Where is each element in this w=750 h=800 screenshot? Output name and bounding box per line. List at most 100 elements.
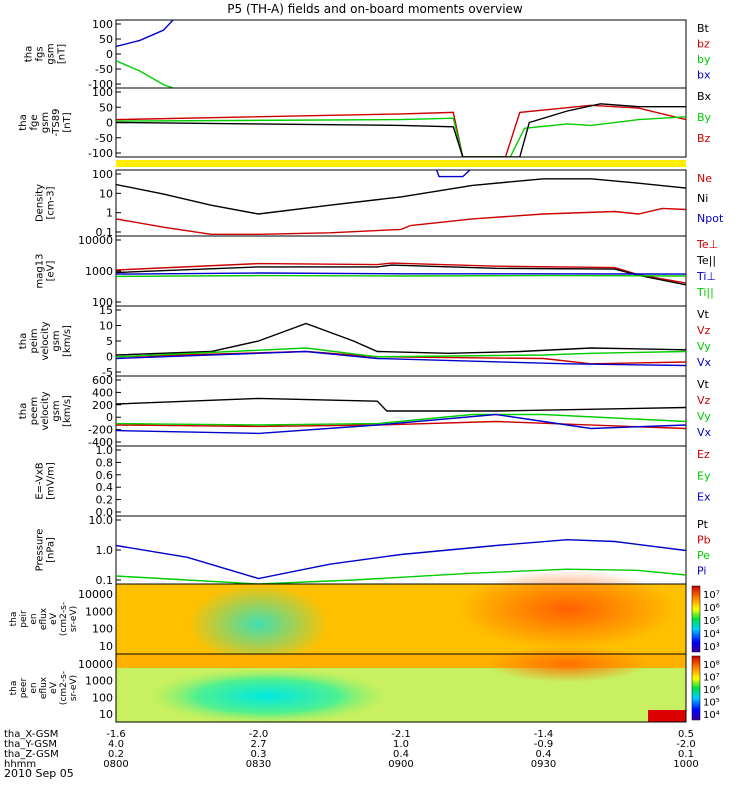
colorbar-tick-label: 10⁸ xyxy=(703,660,720,671)
spectro-high-flux-region xyxy=(457,569,678,649)
y-tick-label: 600 xyxy=(92,374,113,387)
xaxis-tick-value: 0830 xyxy=(246,759,271,770)
legend-Vt: Vt xyxy=(697,378,710,391)
legend-Bt: Bt xyxy=(697,22,710,35)
y-tick-label: 0.1 xyxy=(96,226,114,239)
xaxis-tick-value: 4.0 xyxy=(108,739,124,750)
y-axis-label: E=-VxB[mV/m] xyxy=(35,462,57,500)
xaxis-tick-value: 0800 xyxy=(103,759,128,770)
legend-Vy: Vy xyxy=(697,410,711,423)
y-tick-label: 0.2 xyxy=(96,494,114,507)
y-tick-label: 0 xyxy=(106,411,113,424)
xaxis-tick-value: -2.1 xyxy=(391,729,411,740)
panel-fgs: 100 50 0 -50 -100 thafgsgsm[nT] Bt bz by bx xyxy=(24,18,711,91)
xaxis-tick-value: 1000 xyxy=(673,759,698,770)
legend-Pb: Pb xyxy=(697,534,711,547)
y-tick-label: -400 xyxy=(88,436,113,449)
spectrogram-peer: 10000 1000 100 10 thapeerenefluxeV(cm2-s-sr-… xyxy=(9,646,720,724)
y-tick-label: 100 xyxy=(92,623,113,636)
y-tick-label: 1000 xyxy=(85,675,113,688)
legend-bx: bx xyxy=(697,69,711,82)
legend-Ti||: Ti|| xyxy=(696,286,714,299)
colorbar-tick-label: 10⁷ xyxy=(703,673,720,684)
y-axis-label: Density[cm-3] xyxy=(35,184,57,222)
panel-density: 100 10 1 0.1 Density[cm-3] Ne Ni Npot xyxy=(35,168,724,239)
y-tick-label: 10000 xyxy=(78,234,113,247)
series-pressure-Pe xyxy=(116,568,686,584)
y-tick-label: 10 xyxy=(99,640,113,653)
y-tick-label: 15 xyxy=(99,304,113,317)
y-tick-label: 100 xyxy=(92,86,113,99)
y-axis-label: Pressure[nPa] xyxy=(35,529,57,572)
y-tick-label: 0 xyxy=(106,351,113,364)
spectro-red-patch xyxy=(648,710,686,722)
y-tick-label: 1000 xyxy=(85,605,113,618)
series-vel2-Vy xyxy=(116,413,686,426)
legend-Pi: Pi xyxy=(697,565,706,578)
y-tick-label: 0.1 xyxy=(96,574,114,587)
series-density-Npot xyxy=(435,170,471,178)
xaxis-tick-value: 0930 xyxy=(531,759,556,770)
colorbar-tick-label: 10⁵ xyxy=(703,698,720,709)
series-vel1-Vx xyxy=(116,350,686,367)
y-tick-label: 0.6 xyxy=(96,469,114,482)
legend-Pe: Pe xyxy=(697,549,710,562)
xaxis-row-label: tha_Z-GSM xyxy=(4,749,59,760)
y-axis-label: thapeirenefluxeV(cm2-s-sr-eV) xyxy=(9,602,79,636)
series-pressure-Pi xyxy=(116,538,686,580)
y-tick-label: 0.0 xyxy=(96,506,114,519)
panel-frame xyxy=(115,19,687,89)
panel-pressure: 10.0 1.0 0.1 Pressure[nPa] Pt Pb Pe Pi xyxy=(35,514,711,587)
xaxis-tick-value: 1.0 xyxy=(393,739,409,750)
xaxis-row-label: tha_X-GSM xyxy=(4,729,58,740)
legend-Vx: Vx xyxy=(697,426,712,439)
y-tick-label: 10 xyxy=(99,320,113,333)
figure-title: P5 (TH-A) fields and on-board moments ov… xyxy=(227,2,523,16)
series-vel2-Vt xyxy=(116,397,686,412)
y-tick-label: 1 xyxy=(106,207,113,220)
y-tick-label: 10000 xyxy=(78,658,113,671)
legend-Te||: Te|| xyxy=(696,254,716,267)
legend-Ex: Ex xyxy=(697,491,711,504)
y-tick-label: 0.8 xyxy=(96,456,114,469)
series-vel1-Vt xyxy=(116,322,686,356)
xaxis-row-label: tha_Y-GSM xyxy=(4,739,57,750)
y-tick-label: 10.0 xyxy=(89,514,114,527)
xaxis-tick-value: -1.6 xyxy=(106,729,126,740)
series-fgs-by xyxy=(116,60,174,88)
panel-vel1: 15 10 5 0 -5 thapeimvelocitygsm[km/s] Vt Vz Vy Vx xyxy=(18,304,712,379)
colorbar-tick-label: 10⁴ xyxy=(703,629,720,640)
colorbar-tick-label: 10⁴ xyxy=(703,710,720,721)
spectro-low-flux-region xyxy=(188,584,329,664)
xaxis-tick-value: 0.3 xyxy=(251,749,267,760)
panel-frame xyxy=(115,653,687,723)
panel-frame xyxy=(115,87,687,158)
y-tick-label: -5 xyxy=(102,366,113,379)
y-axis-label: thapeerenefluxeV(cm2-s-sr-eV) xyxy=(9,671,79,705)
xaxis-tick-value: 0.4 xyxy=(536,749,552,760)
y-tick-label: 10000 xyxy=(78,588,113,601)
y-tick-label: 10 xyxy=(99,187,113,200)
y-tick-label: -200 xyxy=(88,424,113,437)
legend-Bz: Bz xyxy=(697,132,711,145)
colorbar-tick-label: 10³ xyxy=(703,642,720,653)
series-fge-Bz xyxy=(116,104,686,157)
legend-by: by xyxy=(697,53,711,66)
y-tick-label: 0 xyxy=(106,48,113,61)
y-tick-label: -50 xyxy=(95,132,113,145)
colorbar xyxy=(691,655,701,721)
y-axis-label: thafgegsm-TS89[nT] xyxy=(18,109,73,137)
panel-frame xyxy=(115,305,687,377)
y-tick-label: 1000 xyxy=(85,265,113,278)
y-tick-label: 0.4 xyxy=(96,481,114,494)
y-tick-label: 5 xyxy=(106,335,113,348)
xaxis-tick-value: 0.5 xyxy=(678,729,694,740)
series-vel1-Vy xyxy=(116,347,686,358)
y-tick-label: -100 xyxy=(88,147,113,160)
y-tick-label: 50 xyxy=(99,33,113,46)
series-temp-Ti⊥ xyxy=(116,272,686,275)
legend-Ti⊥: Ti⊥ xyxy=(696,270,716,283)
series-fgs-bx xyxy=(116,20,174,48)
